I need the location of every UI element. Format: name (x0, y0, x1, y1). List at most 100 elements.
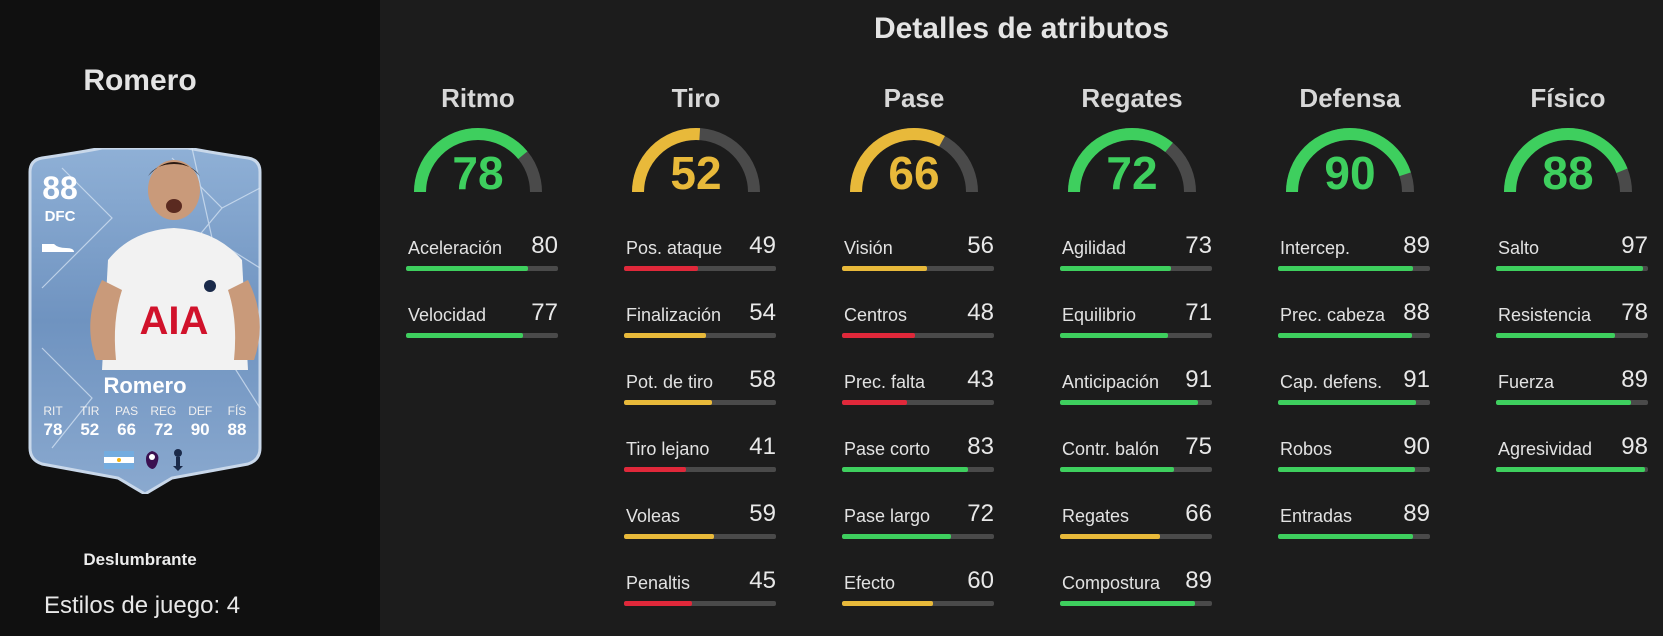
attribute-bar-fill (1060, 266, 1171, 271)
category-gauge: 72 (1062, 122, 1202, 199)
attribute-list: Intercep. 89 Prec. cabeza 88 Cap. defens. 91 R… (1260, 224, 1440, 559)
attribute-value: 58 (749, 366, 776, 393)
attribute-bar-fill (842, 333, 915, 338)
attribute-bar (624, 601, 776, 606)
attribute-bar (1060, 534, 1212, 539)
section-title: Detalles de atributos (873, 12, 1170, 45)
attribute-name: Contr. balón (1062, 439, 1160, 459)
card-stat-label: REG (150, 404, 177, 418)
attribute-name: Tiro lejano (626, 439, 710, 459)
player-card[interactable]: 88 DFC AIA Romero RIT 78 TIR 52 (22, 148, 268, 494)
attribute-name: Cap. defens. (1280, 372, 1383, 392)
attribute-value: 75 (1185, 433, 1212, 460)
attribute-bar (624, 534, 776, 539)
card-stat-label: DEF (188, 404, 213, 418)
attribute-bar (624, 266, 776, 271)
attribute-bar (1278, 467, 1430, 472)
card-stat-value: 72 (153, 420, 173, 439)
card-badges (22, 448, 268, 472)
category-value: 88 (1542, 147, 1594, 199)
category-gauge: 78 (408, 122, 548, 199)
boot-icon (42, 244, 74, 252)
attribute-bar (406, 333, 558, 338)
card-stat-label: PAS (115, 404, 139, 418)
attribute-row: Pot. de tiro 58 (606, 358, 786, 425)
attribute-name: Entradas (1280, 506, 1353, 526)
card-stat-value: 66 (117, 420, 137, 439)
attribute-name: Pot. de tiro (626, 372, 714, 392)
attribute-bar (1496, 400, 1648, 405)
attribute-value: 89 (1621, 366, 1648, 393)
player-photo: AIA (90, 160, 260, 370)
attribute-list: Salto 97 Resistencia 78 Fuerza 89 Agresividad 9… (1478, 224, 1658, 492)
attribute-name: Penaltis (626, 573, 691, 593)
attribute-row: Fuerza 89 (1478, 358, 1658, 425)
attribute-bar-fill (624, 534, 714, 539)
attribute-bar-fill (624, 266, 699, 271)
attribute-value: 80 (531, 232, 558, 259)
attribute-name: Resistencia (1498, 305, 1592, 325)
attribute-name: Anticipación (1062, 372, 1160, 392)
category-gauge: 90 (1280, 122, 1420, 199)
attribute-name: Centros (844, 305, 908, 325)
attribute-value: 91 (1185, 366, 1212, 393)
attribute-row: Finalización 54 (606, 291, 786, 358)
attribute-bar (1060, 400, 1212, 405)
category-regates: Regates 72 Agilidad 73 Equilibrio 71 Anticipa… (1042, 78, 1222, 606)
attribute-row: Pos. ataque 49 (606, 224, 786, 291)
attribute-bar-fill (1496, 400, 1632, 405)
svg-text:AIA: AIA (140, 299, 209, 343)
attribute-value: 97 (1621, 232, 1648, 259)
category-title: Físico (1530, 83, 1606, 113)
category-gauge: 88 (1498, 122, 1638, 199)
attribute-value: 41 (749, 433, 776, 460)
attribute-name: Equilibrio (1062, 305, 1137, 325)
category-value: 90 (1324, 147, 1376, 199)
attribute-row: Prec. cabeza 88 (1260, 291, 1440, 358)
attribute-name: Finalización (626, 305, 722, 325)
attribute-name: Voleas (626, 506, 681, 526)
attribute-name: Pos. ataque (626, 238, 723, 258)
attribute-value: 45 (749, 567, 776, 594)
attribute-bar-fill (1278, 400, 1417, 405)
attribute-row: Prec. falta 43 (824, 358, 1004, 425)
attribute-bar (1060, 333, 1212, 338)
category-tiro: Tiro 52 Pos. ataque 49 Finalización 54 Pot. d… (606, 78, 786, 606)
club-crest-icon (173, 449, 183, 471)
attribute-bar-fill (1278, 467, 1415, 472)
attribute-bar (1496, 467, 1648, 472)
attribute-bar-fill (1496, 467, 1645, 472)
attribute-bar (624, 333, 776, 338)
attribute-name: Fuerza (1498, 372, 1555, 392)
attribute-name: Aceleración (408, 238, 503, 258)
attribute-value: 83 (967, 433, 994, 460)
attribute-bar (842, 467, 994, 472)
argentina-flag-icon (104, 451, 134, 469)
attribute-row: Intercep. 89 (1260, 224, 1440, 291)
attribute-bar-fill (842, 400, 908, 405)
attribute-value: 72 (967, 500, 994, 527)
attribute-bar-fill (1496, 333, 1615, 338)
attribute-name: Visión (844, 238, 893, 258)
attribute-bar (406, 266, 558, 271)
card-rarity: Deslumbrante (83, 550, 197, 569)
attribute-row: Aceleración 80 (388, 224, 568, 291)
attribute-bar (1496, 333, 1648, 338)
category-title: Tiro (671, 83, 721, 113)
attribute-bar (624, 467, 776, 472)
attribute-bar-fill (1060, 400, 1199, 405)
attribute-bar (1496, 266, 1648, 271)
attribute-bar (624, 400, 776, 405)
attribute-name: Intercep. (1280, 238, 1351, 258)
attribute-bar (842, 400, 994, 405)
attribute-bar (1060, 467, 1212, 472)
playstyles-count: Estilos de juego: 4 (44, 592, 241, 619)
attribute-row: Pase corto 83 (824, 425, 1004, 492)
category-gauge: 52 (626, 122, 766, 199)
attribute-value: 60 (967, 567, 994, 594)
attribute-bar-fill (842, 266, 928, 271)
category-title: Ritmo (441, 83, 515, 113)
attribute-name: Prec. falta (844, 372, 926, 392)
attribute-bar-fill (1060, 333, 1168, 338)
attribute-value: 88 (1403, 299, 1430, 326)
